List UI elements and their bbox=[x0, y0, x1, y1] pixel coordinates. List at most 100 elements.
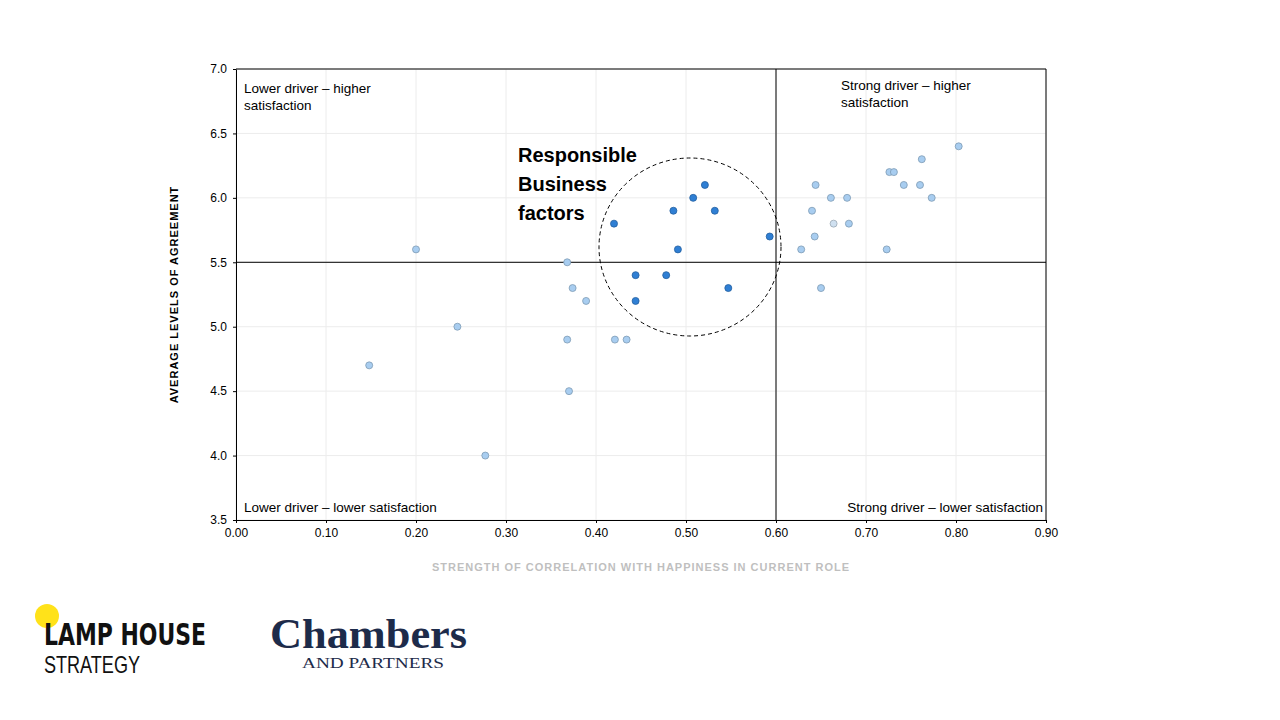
point bbox=[690, 194, 697, 201]
tick: 4.5 bbox=[210, 384, 236, 398]
tick-label: 0.40 bbox=[585, 526, 609, 540]
annotation: Responsible bbox=[518, 144, 637, 166]
tick-mark bbox=[233, 198, 236, 199]
point bbox=[845, 220, 852, 227]
grid-line bbox=[596, 69, 597, 520]
y-axis-title: AVERAGE LEVELS OF AGREEMENT bbox=[168, 186, 180, 404]
grid-line bbox=[416, 69, 417, 520]
grid-line bbox=[236, 133, 1046, 134]
axis-line bbox=[236, 70, 237, 521]
grid-line bbox=[236, 391, 1046, 392]
divider bbox=[776, 69, 777, 520]
point bbox=[674, 246, 681, 253]
tick: 6.5 bbox=[210, 127, 236, 141]
axis-line bbox=[237, 520, 1047, 521]
point bbox=[413, 246, 420, 253]
point bbox=[611, 220, 618, 227]
point bbox=[900, 181, 907, 188]
tick-label: 0.70 bbox=[855, 526, 879, 540]
tick: 0.30 bbox=[495, 520, 519, 540]
point bbox=[827, 194, 834, 201]
logo-text: LAMP HOUSE bbox=[44, 617, 206, 652]
point bbox=[701, 181, 708, 188]
logo-text: AND PARTNERS bbox=[302, 655, 444, 671]
tick-label: 4.5 bbox=[210, 384, 227, 398]
tick-label: 0.50 bbox=[675, 526, 699, 540]
tick: 5.0 bbox=[210, 320, 236, 334]
tick-mark bbox=[596, 520, 597, 523]
chart: 0.000.100.200.300.400.500.600.700.800.90… bbox=[0, 0, 1280, 720]
grid-line bbox=[236, 520, 1046, 521]
grid-line bbox=[1046, 69, 1047, 520]
point bbox=[917, 181, 924, 188]
point bbox=[632, 297, 639, 304]
grid-line bbox=[236, 197, 1046, 198]
grid-line bbox=[236, 326, 1046, 327]
frame bbox=[236, 69, 1046, 70]
tick-mark bbox=[956, 520, 957, 523]
tick: 4.0 bbox=[210, 449, 236, 463]
plot: 0.000.100.200.300.400.500.600.700.800.90… bbox=[210, 62, 1058, 539]
point bbox=[454, 323, 461, 330]
logo-text: STRATEGY bbox=[44, 651, 140, 678]
point bbox=[564, 336, 571, 343]
x-axis-title: STRENGTH OF CORRELATION WITH HAPPINESS I… bbox=[432, 561, 850, 573]
point bbox=[883, 246, 890, 253]
point bbox=[918, 156, 925, 163]
tick-mark bbox=[233, 133, 236, 134]
point bbox=[809, 207, 816, 214]
quadrant-label: satisfaction bbox=[244, 98, 312, 113]
tick: 0.00 bbox=[225, 520, 249, 540]
point bbox=[366, 362, 373, 369]
grid-line bbox=[866, 69, 867, 520]
tick: 0.60 bbox=[765, 520, 789, 540]
point bbox=[564, 259, 571, 266]
point bbox=[818, 285, 825, 292]
grid-line bbox=[236, 455, 1046, 456]
point bbox=[663, 272, 670, 279]
tick-label: 0.90 bbox=[1035, 526, 1059, 540]
tick-label: 6.5 bbox=[210, 127, 227, 141]
point bbox=[623, 336, 630, 343]
tick-label: 0.60 bbox=[765, 526, 789, 540]
tick-mark bbox=[233, 391, 236, 392]
quadrant-label: Strong driver – higher bbox=[841, 78, 971, 93]
tick-label: 0.00 bbox=[225, 526, 249, 540]
point bbox=[830, 220, 837, 227]
annotation: factors bbox=[518, 202, 585, 224]
grid-line bbox=[236, 69, 237, 520]
tick-mark bbox=[686, 520, 687, 523]
quadrant-label: Lower driver – higher bbox=[244, 81, 371, 96]
tick-mark bbox=[506, 520, 507, 523]
point bbox=[725, 285, 732, 292]
point bbox=[482, 452, 489, 459]
tick-mark bbox=[416, 520, 417, 523]
x-axis: 0.000.100.200.300.400.500.600.700.800.90 bbox=[225, 520, 1059, 540]
annotation: Business bbox=[518, 173, 607, 195]
tick: 0.20 bbox=[405, 520, 429, 540]
tick-label: 4.0 bbox=[210, 449, 227, 463]
tick: 7.0 bbox=[210, 62, 236, 76]
y-axis: 3.54.04.55.05.56.06.57.0 bbox=[210, 62, 236, 527]
grid-line bbox=[326, 69, 327, 520]
tick-label: 5.5 bbox=[210, 256, 227, 270]
tick-label: 0.80 bbox=[945, 526, 969, 540]
grid-line bbox=[236, 69, 1046, 70]
point bbox=[890, 169, 897, 176]
tick: 0.80 bbox=[945, 520, 969, 540]
tick-mark bbox=[233, 456, 236, 457]
tick-label: 0.20 bbox=[405, 526, 429, 540]
tick-label: 5.0 bbox=[210, 320, 227, 334]
tick: 0.40 bbox=[585, 520, 609, 540]
grid-line bbox=[236, 262, 1046, 263]
point bbox=[569, 285, 576, 292]
tick-mark bbox=[233, 327, 236, 328]
grid-line bbox=[506, 69, 507, 520]
tick-label: 7.0 bbox=[210, 62, 227, 76]
tick: 3.5 bbox=[210, 513, 236, 527]
quadrant-label: satisfaction bbox=[841, 95, 909, 110]
point bbox=[955, 143, 962, 150]
tick-mark bbox=[233, 520, 236, 521]
tick-mark bbox=[776, 520, 777, 523]
grid-line bbox=[956, 69, 957, 520]
